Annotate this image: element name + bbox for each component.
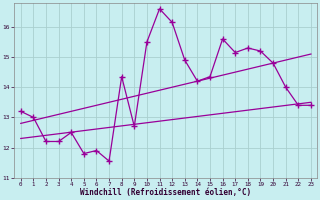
X-axis label: Windchill (Refroidissement éolien,°C): Windchill (Refroidissement éolien,°C) [80,188,252,197]
